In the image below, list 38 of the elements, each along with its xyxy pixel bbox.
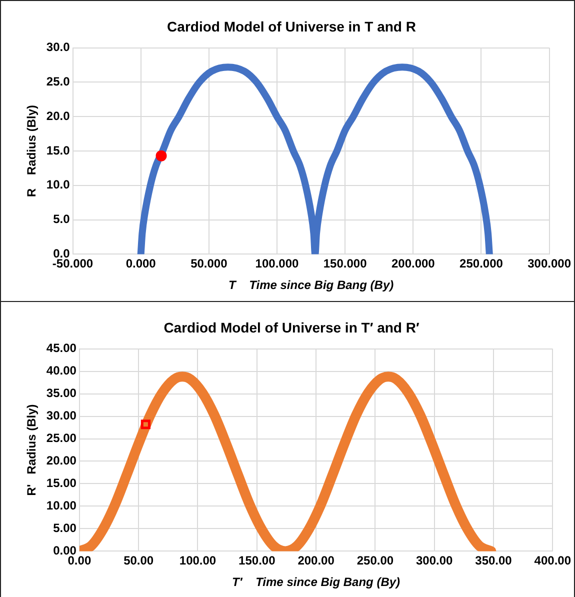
x-tick-label: 0.00: [68, 554, 92, 568]
y-tick-label: 15.0: [46, 143, 70, 158]
x-tick-label: 400.00: [534, 554, 572, 568]
x-tick-label: 200.000: [391, 256, 436, 271]
x-axis-title: T Time since Big Bang (By): [228, 278, 394, 292]
y-tick-label: 40.00: [46, 364, 77, 378]
y-axis-title: R Radius (Bly): [24, 104, 39, 198]
y-tick-label: 5.0: [53, 212, 70, 226]
y-tick-label: 15.00: [46, 476, 77, 490]
y-tick-label: 25.0: [46, 74, 70, 89]
y-tick-label: 10.0: [46, 178, 70, 192]
y-tick-label: 30.0: [46, 40, 70, 54]
y-tick-label: 35.00: [46, 386, 77, 400]
x-tick-label: 100.00: [179, 554, 216, 568]
x-tick-label: 350.00: [475, 554, 512, 568]
y-tick-label: 5.00: [53, 521, 77, 536]
x-tick-label: 150.00: [238, 554, 276, 568]
x-tick-label: 250.000: [460, 256, 504, 271]
y-axis-title: R' Radius (Bly): [24, 404, 39, 496]
y-tick-label: 20.00: [46, 454, 77, 468]
x-tick-label: 300.000: [528, 256, 572, 271]
y-tick-label: 30.00: [46, 408, 77, 423]
x-tick-label: 150.000: [323, 256, 368, 271]
x-tick-label: -50.000: [52, 256, 94, 271]
x-tick-label: 200.00: [298, 554, 335, 568]
chart-title: Cardiod Model of Universe in T′ and R′: [164, 319, 420, 336]
x-tick-label: 0.000: [126, 256, 156, 271]
x-tick-label: 250.00: [356, 554, 394, 568]
x-tick-label: 50.00: [124, 554, 154, 568]
y-tick-label: 25.00: [46, 431, 77, 446]
x-tick-label: 100.000: [255, 256, 299, 271]
x-tick-label: 50.000: [190, 256, 228, 271]
y-tick-label: 20.0: [46, 108, 70, 123]
y-tick-label: 10.00: [46, 498, 77, 513]
y-tick-label: 45.00: [46, 341, 77, 356]
chart-title: Cardiod Model of Universe in T and R: [167, 18, 416, 34]
x-axis-title: T′ Time since Big Bang (By): [232, 575, 400, 590]
x-tick-label: 300.00: [416, 554, 454, 568]
